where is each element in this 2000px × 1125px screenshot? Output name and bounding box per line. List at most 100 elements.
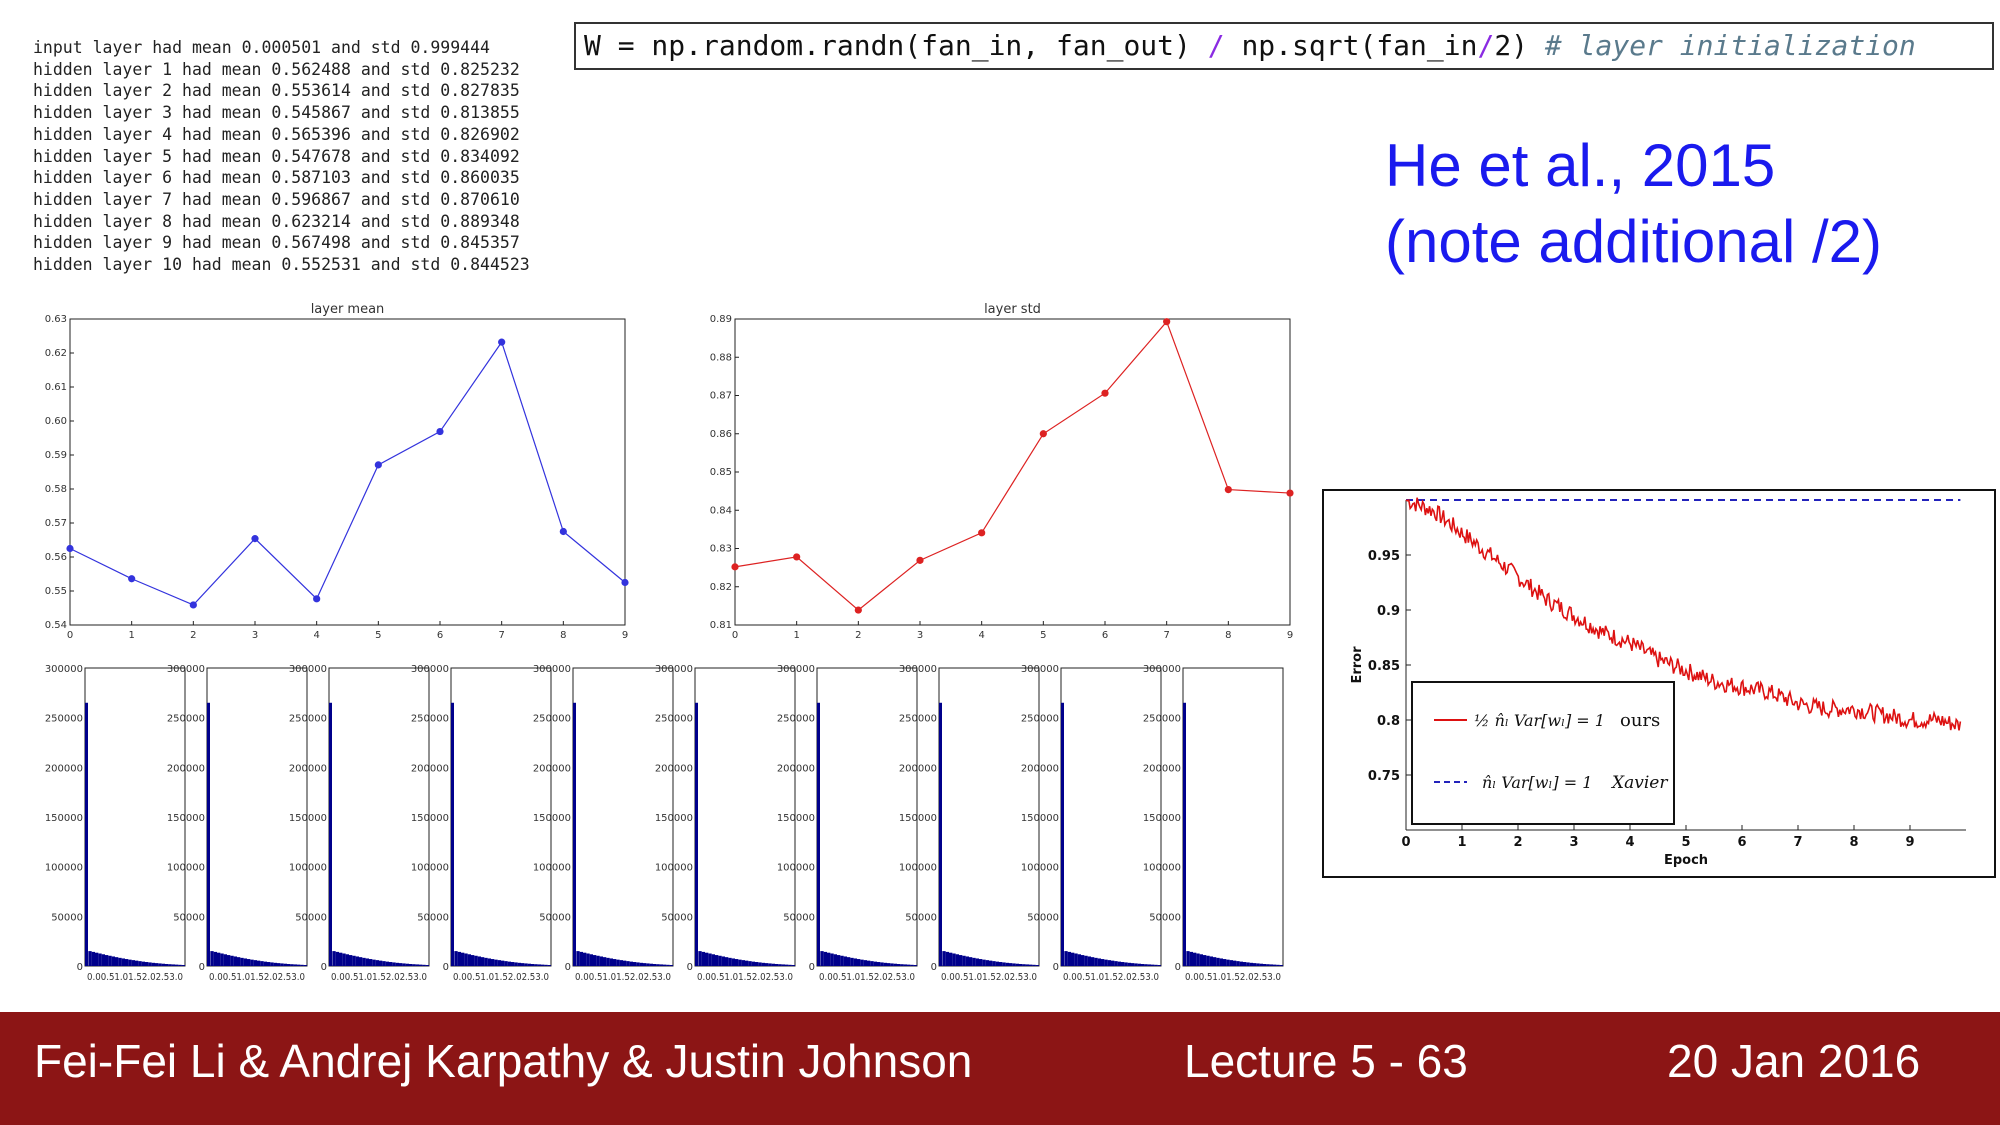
histogram-bar bbox=[531, 964, 535, 966]
std-title: layer std bbox=[984, 302, 1041, 317]
mean-xtick-label: 5 bbox=[375, 630, 381, 641]
histogram-bar bbox=[907, 964, 911, 966]
histogram-xtick-label: 0.00.51.01.52.02.53.0 bbox=[209, 972, 305, 983]
histogram-bar bbox=[1064, 951, 1068, 966]
histogram-bar bbox=[1193, 952, 1197, 966]
histogram-bar bbox=[207, 702, 210, 966]
histogram-ytick-label: 150000 bbox=[167, 813, 205, 824]
histogram-ytick-label: 150000 bbox=[899, 813, 937, 824]
histogram-bar bbox=[969, 957, 973, 966]
histogram-ytick-label: 100000 bbox=[1143, 863, 1181, 874]
histogram-bar bbox=[939, 702, 942, 966]
histogram-bar bbox=[461, 952, 465, 966]
histogram-bar bbox=[1144, 964, 1148, 966]
histogram-bar bbox=[893, 963, 897, 966]
histogram-ytick-label: 100000 bbox=[899, 863, 937, 874]
histogram-bar bbox=[840, 955, 844, 966]
histogram-bar bbox=[332, 951, 336, 966]
mean-xtick-label: 3 bbox=[252, 630, 258, 641]
legend-ours-formula: ½ n̂ₗ Var[wₗ] = 1 bbox=[1474, 711, 1605, 730]
code-operator-1: / bbox=[1207, 29, 1225, 62]
histogram-bar bbox=[1117, 961, 1121, 966]
log-line-6: hidden layer 6 had mean 0.587103 and std… bbox=[33, 168, 520, 188]
histogram-bar bbox=[329, 702, 332, 966]
histogram-bar bbox=[474, 955, 478, 966]
std-series-line bbox=[734, 320, 1291, 611]
histogram-bar bbox=[287, 964, 291, 966]
histogram-bar bbox=[586, 953, 590, 966]
histogram-ytick-label: 50000 bbox=[51, 912, 83, 923]
histogram-bar bbox=[788, 964, 792, 966]
histogram-bar bbox=[1141, 964, 1145, 966]
code-text-2: np.sqrt(fan_in bbox=[1224, 29, 1478, 62]
histogram-bar bbox=[422, 964, 426, 966]
histogram-bar bbox=[514, 962, 518, 966]
histogram-bar bbox=[725, 957, 729, 966]
histogram-ytick-label: 200000 bbox=[777, 763, 815, 774]
histogram-bar bbox=[454, 951, 458, 966]
legend-xavier-name: Xavier bbox=[1610, 773, 1668, 793]
error-ytick-label: 0.8 bbox=[1377, 714, 1400, 729]
log-line-0: input layer had mean 0.000501 and std 0.… bbox=[33, 38, 490, 57]
histogram-ytick-label: 100000 bbox=[655, 863, 693, 874]
histogram-ytick-label: 200000 bbox=[289, 763, 327, 774]
histogram-bar bbox=[663, 964, 667, 966]
histogram-bar bbox=[541, 964, 545, 966]
histogram-ytick-label: 300000 bbox=[1143, 664, 1181, 675]
histogram-bar bbox=[1134, 963, 1138, 966]
histogram-bar bbox=[1206, 955, 1210, 966]
histogram-bar bbox=[910, 964, 914, 966]
histogram-bar bbox=[731, 958, 735, 966]
mean-ytick-label: 0.58 bbox=[45, 484, 67, 495]
histogram-ytick-label: 0 bbox=[1175, 962, 1181, 973]
histogram-ytick-label: 200000 bbox=[45, 763, 83, 774]
histogram-bar bbox=[233, 956, 237, 966]
error-xtick-label: 6 bbox=[1737, 835, 1746, 850]
histogram-bar bbox=[1219, 958, 1223, 966]
histogram-bar bbox=[897, 964, 901, 966]
histogram-bar bbox=[867, 960, 871, 966]
histogram-bar bbox=[847, 957, 851, 966]
std-point bbox=[793, 553, 801, 561]
histogram-bar bbox=[599, 956, 603, 966]
histogram-bar bbox=[629, 961, 633, 966]
std-point bbox=[731, 563, 739, 571]
histogram-bar bbox=[491, 959, 495, 966]
histogram-bar bbox=[965, 956, 969, 966]
error-xtick-label: 0 bbox=[1401, 835, 1410, 850]
histogram-ytick-label: 250000 bbox=[45, 714, 83, 725]
footer-authors: Fei-Fei Li & Andrej Karpathy & Justin Jo… bbox=[34, 1035, 973, 1087]
histogram-ytick-label: 250000 bbox=[1021, 714, 1059, 725]
histogram-bar bbox=[959, 955, 963, 966]
histogram-bar bbox=[415, 964, 419, 966]
histogram-bar bbox=[91, 951, 95, 966]
histogram-bar bbox=[765, 963, 769, 966]
histogram-bar bbox=[659, 964, 663, 966]
histogram-bar bbox=[715, 955, 719, 966]
mean-ytick-label: 0.63 bbox=[45, 314, 67, 325]
histogram-bar bbox=[992, 961, 996, 966]
std-ytick-label: 0.83 bbox=[710, 544, 732, 555]
histogram-ytick-label: 50000 bbox=[417, 912, 449, 923]
histogram-bar bbox=[501, 960, 505, 966]
histogram-ytick-label: 250000 bbox=[899, 714, 937, 725]
histogram-bar bbox=[223, 954, 227, 966]
histogram-bar bbox=[613, 959, 617, 966]
histogram-ytick-label: 250000 bbox=[167, 714, 205, 725]
histogram-bar bbox=[349, 955, 353, 966]
histogram-bar bbox=[405, 963, 409, 966]
histogram-ytick-label: 250000 bbox=[655, 714, 693, 725]
histogram-bar bbox=[883, 962, 887, 966]
histogram-ytick-label: 50000 bbox=[783, 912, 815, 923]
layer-std-chart: layer std 0.81 0.82 0.83 0.84 0.85 0.86 0.87 0.8… bbox=[710, 302, 1294, 641]
histogram-ytick-label: 200000 bbox=[411, 763, 449, 774]
error-xtick-label: 7 bbox=[1793, 835, 1802, 850]
error-xtick-label: 9 bbox=[1905, 835, 1914, 850]
histogram-panel-7: 0 50000 100000 150000 200000 250000 300000 0.00… bbox=[777, 664, 918, 983]
histogram-bar bbox=[1012, 963, 1016, 966]
histogram-bar bbox=[695, 702, 698, 966]
std-point bbox=[854, 606, 862, 614]
code-text-1: W = np.random.randn(fan_in, fan_out) bbox=[584, 29, 1208, 62]
histogram-bar bbox=[1107, 960, 1111, 966]
mean-xtick-label: 2 bbox=[190, 630, 196, 641]
